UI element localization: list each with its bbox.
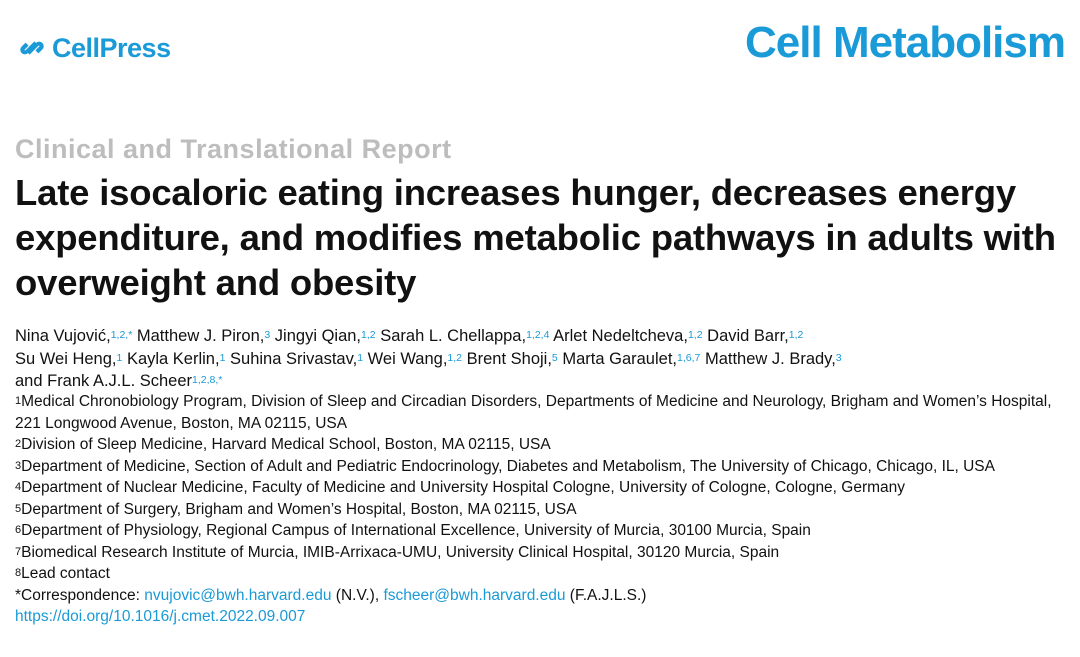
affiliation-number: 7 bbox=[15, 545, 22, 558]
author-name: Nina Vujović, bbox=[15, 327, 111, 345]
affiliation-item: 6Department of Physiology, Regional Camp… bbox=[15, 520, 1065, 542]
affiliation-number: 2 bbox=[15, 438, 22, 450]
article-title: Late isocaloric eating increases hunger,… bbox=[15, 172, 1056, 303]
author-affiliation-markers: 1,6,7 bbox=[677, 351, 701, 364]
author-affiliation-markers: 3 bbox=[264, 329, 271, 341]
author-affiliation-markers: 3 bbox=[835, 351, 842, 364]
author-name: Kayla Kerlin, bbox=[126, 349, 220, 368]
author-entry[interactable]: Brent Shoji,5 bbox=[467, 350, 558, 368]
author-name: Matthew J. Piron, bbox=[136, 327, 265, 345]
header: CellPress Cell Metabolism bbox=[0, 0, 1080, 80]
author-name: Brent Shoji, bbox=[466, 349, 552, 368]
affiliation-text: Lead contact bbox=[21, 565, 110, 582]
author-name: Matthew J. Brady, bbox=[704, 349, 836, 368]
affiliation-text: Division of Sleep Medicine, Harvard Medi… bbox=[21, 436, 551, 453]
affiliation-number: 6 bbox=[15, 524, 22, 536]
author-entry[interactable]: and Frank A.J.L. Scheer1,2,8,* bbox=[15, 372, 222, 390]
affiliation-text: Department of Surgery, Brigham and Women… bbox=[21, 500, 577, 518]
author-entry[interactable]: Matthew J. Brady,3 bbox=[705, 350, 842, 368]
affiliation-text: Department of Nuclear Medicine, Faculty … bbox=[21, 479, 906, 496]
author-affiliation-markers: 5 bbox=[551, 351, 558, 364]
author-name: David Barr, bbox=[707, 327, 789, 345]
affiliation-text: Department of Medicine, Section of Adult… bbox=[21, 457, 995, 475]
author-entry[interactable]: Wei Wang,1,2 bbox=[368, 350, 462, 368]
author-affiliation-markers: 1 bbox=[357, 351, 364, 364]
publisher-name: CellPress bbox=[52, 32, 171, 63]
affiliation-item: 7Biomedical Research Institute of Murcia… bbox=[15, 542, 1065, 564]
author-name: Wei Wang, bbox=[367, 349, 448, 368]
author-name: Jingyi Qian, bbox=[274, 327, 362, 345]
correspondence-initials-1: (N.V.), bbox=[335, 586, 380, 604]
author-name: Sarah L. Chellappa, bbox=[380, 327, 527, 345]
affiliation-item: 5Department of Surgery, Brigham and Wome… bbox=[15, 499, 1065, 521]
author-list: Nina Vujović,1,2,* Matthew J. Piron,3 Ji… bbox=[15, 325, 1065, 393]
author-entry[interactable]: David Barr,1,2 bbox=[707, 327, 803, 345]
author-entry[interactable]: Matthew J. Piron,3 bbox=[137, 327, 270, 345]
affiliation-text: Medical Chronobiology Program, Division … bbox=[15, 393, 1052, 432]
correspondence: *Correspondence: nvujovic@bwh.harvard.ed… bbox=[15, 585, 1065, 607]
doi-link[interactable]: https://doi.org/10.1016/j.cmet.2022.09.0… bbox=[15, 608, 306, 625]
author-affiliation-markers: 1,2 bbox=[788, 329, 804, 341]
affiliation-text: Department of Physiology, Regional Campu… bbox=[21, 522, 811, 539]
affiliation-number: 1 bbox=[15, 395, 22, 407]
author-affiliation-markers: 1 bbox=[116, 351, 123, 364]
author-affiliation-markers: 1,2,4 bbox=[526, 329, 550, 341]
author-entry[interactable]: Sarah L. Chellappa,1,2,4 bbox=[380, 327, 549, 345]
author-name: and Frank A.J.L. Scheer bbox=[15, 372, 193, 390]
affiliation-number: 3 bbox=[15, 459, 22, 472]
author-affiliation-markers: 1,2,* bbox=[110, 329, 133, 341]
author-affiliation-markers: 1,2 bbox=[447, 351, 463, 364]
email-link-2[interactable]: fscheer@bwh.harvard.edu bbox=[383, 586, 566, 604]
author-affiliation-markers: 1 bbox=[219, 351, 226, 364]
cellpress-brand[interactable]: CellPress bbox=[16, 32, 171, 64]
affiliation-number: 5 bbox=[15, 502, 22, 515]
author-affiliation-markers: 1,2,8,* bbox=[192, 374, 223, 386]
journal-name[interactable]: Cell Metabolism bbox=[745, 18, 1066, 67]
affiliation-text: Biomedical Research Institute of Murcia,… bbox=[21, 543, 780, 561]
affiliation-list: 1Medical Chronobiology Program, Division… bbox=[15, 391, 1065, 628]
affiliation-item: 1Medical Chronobiology Program, Division… bbox=[15, 391, 1065, 434]
author-name: Suhina Srivastav, bbox=[230, 349, 358, 368]
author-entry[interactable]: Su Wei Heng,1 bbox=[15, 350, 122, 368]
article-category: Clinical and Translational Report bbox=[15, 134, 452, 164]
author-entry[interactable]: Jingyi Qian,1,2 bbox=[275, 327, 376, 345]
affiliation-number: 4 bbox=[15, 481, 22, 493]
author-name: Su Wei Heng, bbox=[15, 349, 117, 368]
author-name: Marta Garaulet, bbox=[562, 349, 677, 368]
email-link-1[interactable]: nvujovic@bwh.harvard.edu bbox=[144, 586, 332, 604]
correspondence-initials-2: (F.A.J.L.S.) bbox=[569, 586, 647, 604]
author-name: Arlet Nedeltcheva, bbox=[553, 327, 688, 345]
author-entry[interactable]: Marta Garaulet,1,6,7 bbox=[562, 350, 700, 368]
cellpress-logo-icon bbox=[20, 41, 44, 55]
affiliation-item: 3Department of Medicine, Section of Adul… bbox=[15, 456, 1065, 478]
author-affiliation-markers: 1,2 bbox=[687, 329, 703, 341]
author-affiliation-markers: 1,2 bbox=[361, 329, 376, 341]
author-entry[interactable]: Arlet Nedeltcheva,1,2 bbox=[553, 327, 702, 345]
author-entry[interactable]: Kayla Kerlin,1 bbox=[127, 350, 225, 368]
doi-line: https://doi.org/10.1016/j.cmet.2022.09.0… bbox=[15, 606, 1065, 628]
affiliation-item: 8Lead contact bbox=[15, 563, 1065, 585]
affiliation-number: 8 bbox=[15, 567, 22, 579]
correspondence-label: *Correspondence: bbox=[15, 586, 140, 604]
author-entry[interactable]: Nina Vujović,1,2,* bbox=[15, 327, 132, 345]
affiliation-item: 2Division of Sleep Medicine, Harvard Med… bbox=[15, 434, 1065, 456]
author-entry[interactable]: Suhina Srivastav,1 bbox=[230, 350, 363, 368]
affiliation-item: 4Department of Nuclear Medicine, Faculty… bbox=[15, 477, 1065, 499]
